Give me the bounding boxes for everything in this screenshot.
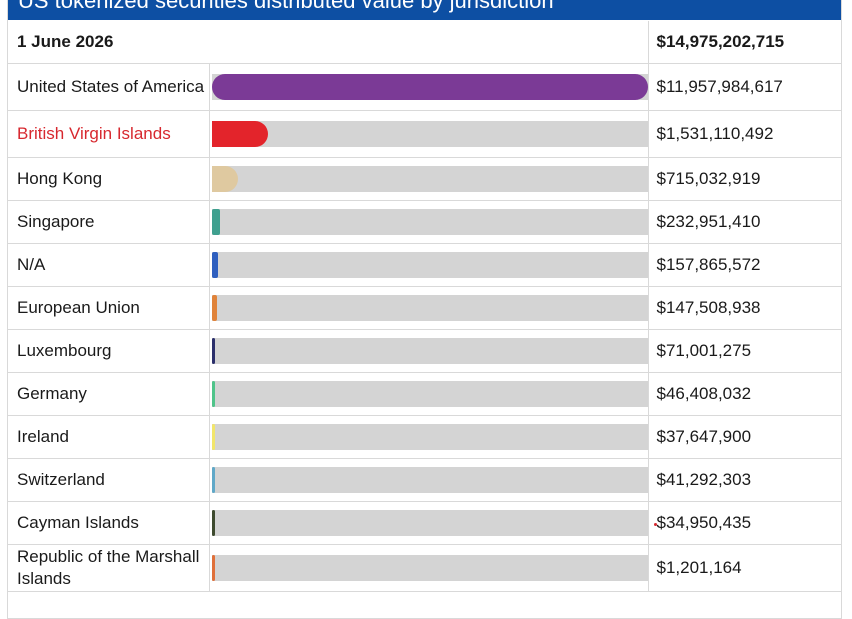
- jurisdiction-label: United States of America: [8, 63, 210, 111]
- bar-track: [211, 338, 648, 364]
- value-label: $715,032,919: [648, 157, 841, 201]
- bar: [211, 252, 218, 278]
- table-row: Republic of the Marshall Islands $1,201,1…: [8, 544, 841, 592]
- value-label: $1,531,110,492: [648, 110, 841, 158]
- bar: [211, 555, 215, 581]
- table-row: European Union $147,508,938: [8, 286, 841, 330]
- jurisdiction-label: Germany: [8, 372, 210, 416]
- table-row: Luxembourg $71,001,275: [8, 329, 841, 373]
- bar: [211, 424, 215, 450]
- bar: [211, 381, 215, 407]
- bar-track: [211, 555, 648, 581]
- bar-track: [211, 381, 648, 407]
- table-row: Switzerland $41,292,303: [8, 458, 841, 502]
- bar-cell: [209, 157, 649, 201]
- bar-cell: [209, 110, 649, 158]
- jurisdiction-label: British Virgin Islands: [8, 110, 210, 158]
- value-label: $46,408,032: [648, 372, 841, 416]
- jurisdiction-table: 1 June 2026 $14,975,202,715 United State…: [8, 21, 841, 592]
- bar: [211, 121, 268, 147]
- marker-dot: [653, 523, 657, 526]
- table-row: Singapore $232,951,410: [8, 200, 841, 244]
- bar-cell: [209, 286, 649, 330]
- bar: [211, 467, 215, 493]
- jurisdiction-label: European Union: [8, 286, 210, 330]
- jurisdiction-label: Republic of the Marshall Islands: [8, 544, 210, 592]
- bar: [211, 295, 217, 321]
- table-row: Germany $46,408,032: [8, 372, 841, 416]
- value-label: $11,957,984,617: [648, 63, 841, 111]
- value-label: $71,001,275: [648, 329, 841, 373]
- table-row: Ireland $37,647,900: [8, 415, 841, 459]
- chart-frame: US tokenized securities distributed valu…: [7, 0, 842, 619]
- table-row: Hong Kong $715,032,919: [8, 157, 841, 201]
- bar-track: [211, 510, 648, 536]
- table-row: United States of America $11,957,984,617: [8, 63, 841, 111]
- bar-track: [211, 252, 648, 278]
- value-label: $34,950,435: [648, 501, 841, 545]
- value-label: $147,508,938: [648, 286, 841, 330]
- bar-cell: [209, 329, 649, 373]
- header-date: 1 June 2026: [8, 21, 649, 64]
- bar-cell: [209, 415, 649, 459]
- jurisdiction-label: Hong Kong: [8, 157, 210, 201]
- bar-track: [211, 121, 648, 147]
- value-label: $41,292,303: [648, 458, 841, 502]
- value-label: $157,865,572: [648, 243, 841, 287]
- bar: [211, 209, 220, 235]
- bar-cell: [209, 501, 649, 545]
- value-label: $1,201,164: [648, 544, 841, 592]
- bar-cell: [209, 200, 649, 244]
- value-label: $232,951,410: [648, 200, 841, 244]
- bar-track: [211, 209, 648, 235]
- bar-track: [211, 424, 648, 450]
- jurisdiction-label: Ireland: [8, 415, 210, 459]
- bar: [211, 74, 648, 100]
- bar-track: [211, 467, 648, 493]
- jurisdiction-label: Luxembourg: [8, 329, 210, 373]
- bar-cell: [209, 458, 649, 502]
- jurisdiction-label: Singapore: [8, 200, 210, 244]
- bar-cell: [209, 243, 649, 287]
- jurisdiction-label: Switzerland: [8, 458, 210, 502]
- jurisdiction-label: Cayman Islands: [8, 501, 210, 545]
- jurisdiction-label: N/A: [8, 243, 210, 287]
- header-total: $14,975,202,715: [648, 21, 841, 64]
- bar-cell: [209, 372, 649, 416]
- table-header-row: 1 June 2026 $14,975,202,715: [8, 21, 841, 64]
- bar-track: [211, 295, 648, 321]
- bar-track: [211, 74, 648, 100]
- table-row: British Virgin Islands $1,531,110,492: [8, 110, 841, 158]
- bar-cell: [209, 63, 649, 111]
- table-row: N/A $157,865,572: [8, 243, 841, 287]
- chart-title: US tokenized securities distributed valu…: [18, 0, 554, 13]
- bar: [211, 166, 238, 192]
- chart-title-bar: US tokenized securities distributed valu…: [8, 0, 841, 20]
- table-row: Cayman Islands $34,950,435: [8, 501, 841, 545]
- bar: [211, 510, 215, 536]
- value-label: $37,647,900: [648, 415, 841, 459]
- bar-cell: [209, 544, 649, 592]
- bar-track: [211, 166, 648, 192]
- bar: [211, 338, 215, 364]
